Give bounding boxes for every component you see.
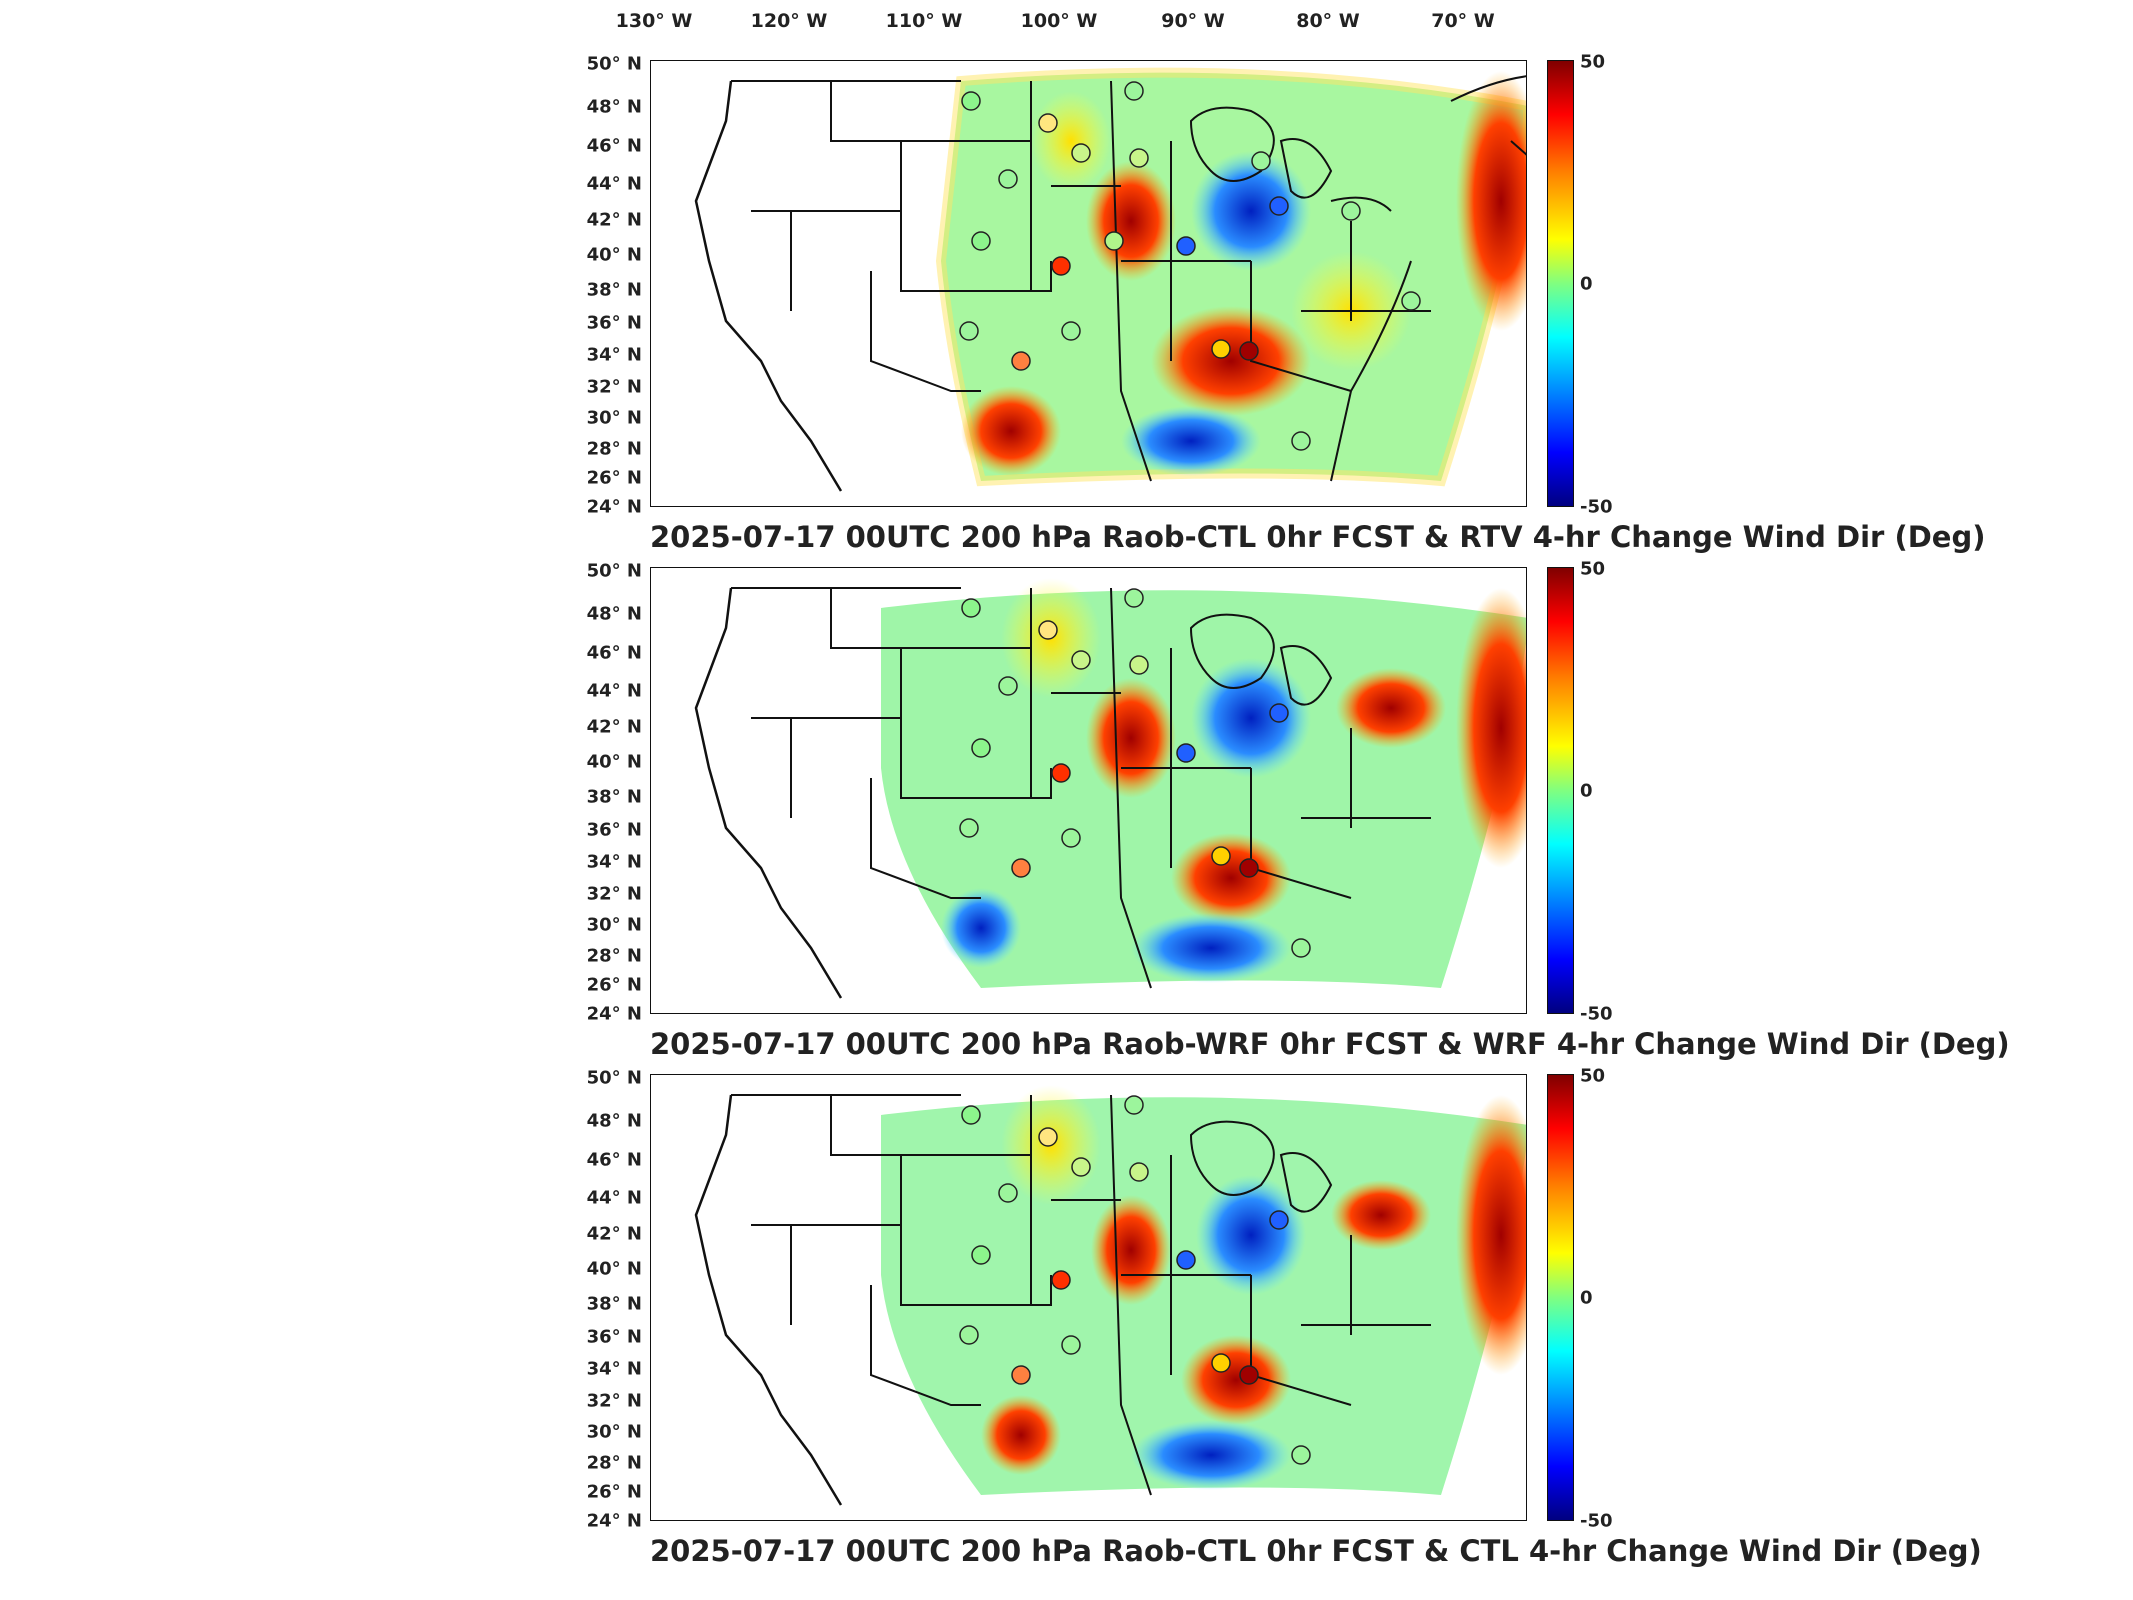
lat-label: 36° N bbox=[586, 312, 642, 334]
colorbar-max-label: 50 bbox=[1580, 558, 1606, 580]
lat-label: 36° N bbox=[586, 1326, 642, 1348]
lat-label: 34° N bbox=[586, 344, 642, 366]
lat-label: 26° N bbox=[586, 467, 642, 489]
lat-label: 48° N bbox=[586, 603, 642, 625]
lat-label: 34° N bbox=[586, 1358, 642, 1380]
lon-label: 130° W bbox=[615, 10, 693, 32]
lat-label: 42° N bbox=[586, 209, 642, 231]
colorbar-mid-label: 0 bbox=[1580, 273, 1593, 295]
lat-label: 48° N bbox=[586, 1110, 642, 1132]
lat-label: 42° N bbox=[586, 716, 642, 738]
colorbar-min-label: -50 bbox=[1580, 1003, 1613, 1025]
lat-label: 36° N bbox=[586, 819, 642, 841]
wind-direction-map bbox=[694, 67, 1526, 492]
map-frame bbox=[650, 567, 1527, 1014]
colorbar-min-label: -50 bbox=[1580, 1510, 1613, 1532]
lat-label: 44° N bbox=[586, 680, 642, 702]
panel-title: 2025-07-17 00UTC 200 hPa Raob-CTL 0hr FC… bbox=[650, 1534, 1982, 1568]
colorbar bbox=[1547, 60, 1574, 507]
colorbar-mid-label: 0 bbox=[1580, 780, 1593, 802]
lat-label: 50° N bbox=[586, 560, 642, 582]
longitude-labels: 130° W 120° W 110° W 100° W 90° W 80° W … bbox=[0, 0, 2133, 40]
lat-label: 46° N bbox=[586, 642, 642, 664]
lat-label: 24° N bbox=[586, 496, 642, 518]
lat-label: 26° N bbox=[586, 974, 642, 996]
lat-label: 26° N bbox=[586, 1481, 642, 1503]
colorbar bbox=[1547, 567, 1574, 1014]
lon-label: 90° W bbox=[1161, 10, 1225, 32]
lat-label: 46° N bbox=[586, 1149, 642, 1171]
map-frame bbox=[650, 1074, 1527, 1521]
lat-label: 28° N bbox=[586, 945, 642, 967]
lat-label: 38° N bbox=[586, 1293, 642, 1315]
panel-title: 2025-07-17 00UTC 200 hPa Raob-WRF 0hr FC… bbox=[650, 1027, 2010, 1061]
lat-label: 38° N bbox=[586, 279, 642, 301]
lat-label: 32° N bbox=[586, 883, 642, 905]
lat-label: 24° N bbox=[586, 1003, 642, 1025]
lat-label: 50° N bbox=[586, 1067, 642, 1089]
lon-label: 120° W bbox=[750, 10, 828, 32]
lat-label: 28° N bbox=[586, 1452, 642, 1474]
lat-label: 42° N bbox=[586, 1223, 642, 1245]
lat-label: 28° N bbox=[586, 438, 642, 460]
map-frame bbox=[650, 60, 1527, 507]
lat-label: 30° N bbox=[586, 407, 642, 429]
lat-label: 40° N bbox=[586, 1258, 642, 1280]
colorbar bbox=[1547, 1074, 1574, 1521]
colorbar-mid-label: 0 bbox=[1580, 1287, 1593, 1309]
lat-label: 38° N bbox=[586, 786, 642, 808]
lat-label: 40° N bbox=[586, 244, 642, 266]
lon-label: 80° W bbox=[1296, 10, 1360, 32]
lon-label: 100° W bbox=[1020, 10, 1098, 32]
colorbar-min-label: -50 bbox=[1580, 496, 1613, 518]
panel-title: 2025-07-17 00UTC 200 hPa Raob-CTL 0hr FC… bbox=[650, 520, 1986, 554]
lat-label: 32° N bbox=[586, 376, 642, 398]
lat-label: 34° N bbox=[586, 851, 642, 873]
lon-label: 70° W bbox=[1431, 10, 1495, 32]
lat-label: 46° N bbox=[586, 135, 642, 157]
wind-direction-map bbox=[694, 1085, 1526, 1506]
lat-label: 44° N bbox=[586, 1187, 642, 1209]
colorbar-max-label: 50 bbox=[1580, 1065, 1606, 1087]
lat-label: 40° N bbox=[586, 751, 642, 773]
lat-label: 44° N bbox=[586, 173, 642, 195]
colorbar-max-label: 50 bbox=[1580, 51, 1606, 73]
wind-direction-map bbox=[694, 578, 1526, 999]
lat-label: 30° N bbox=[586, 914, 642, 936]
lat-label: 30° N bbox=[586, 1421, 642, 1443]
lat-label: 32° N bbox=[586, 1390, 642, 1412]
lat-label: 24° N bbox=[586, 1510, 642, 1532]
lat-label: 50° N bbox=[586, 53, 642, 75]
lat-label: 48° N bbox=[586, 96, 642, 118]
lon-label: 110° W bbox=[885, 10, 963, 32]
